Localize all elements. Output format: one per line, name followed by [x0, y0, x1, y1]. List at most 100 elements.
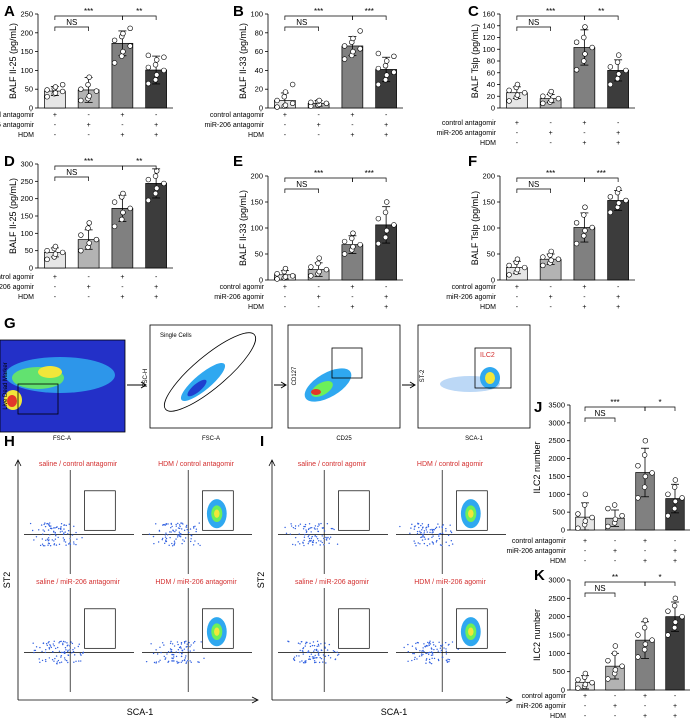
row-sign: -: [54, 294, 57, 301]
facs-event: [299, 523, 302, 525]
facs-event: [429, 640, 431, 642]
data-point: [85, 225, 91, 231]
data-point: [642, 641, 649, 647]
facs-event: [315, 661, 317, 663]
facs-event: [457, 648, 459, 650]
facs-event: [41, 650, 43, 653]
facs-event: [58, 543, 61, 546]
facs-event: [58, 642, 60, 644]
facs-event: [150, 643, 152, 645]
facs-event: [415, 642, 417, 645]
data-point: [341, 251, 348, 257]
facs-event: [416, 530, 419, 533]
facs-event: [64, 541, 67, 543]
facs-event: [69, 645, 71, 647]
facs-event: [304, 645, 306, 647]
facs-event: [427, 538, 429, 540]
facs-event: [440, 649, 443, 652]
facs-event: [173, 660, 175, 662]
facs-event: [158, 529, 161, 532]
data-point: [671, 602, 678, 609]
facs-event: [188, 641, 190, 644]
facs-event: [67, 530, 70, 532]
facs-event: [41, 659, 44, 662]
facs-event: [170, 526, 172, 529]
facs-event: [333, 528, 335, 531]
facs-event: [49, 534, 51, 536]
facs-event: [299, 649, 301, 652]
y-axis-label: BALF Il-25 (pg/mL): [8, 23, 18, 99]
facs-event: [75, 543, 77, 546]
facs-event: [183, 540, 186, 542]
data-point: [152, 77, 159, 83]
facs-event: [320, 643, 322, 645]
facs-x-label: FSC-A: [202, 436, 220, 442]
y-axis-label: ILC2 number: [532, 441, 542, 493]
facs-event: [53, 660, 55, 662]
facs-event: [178, 533, 181, 535]
facs-event: [415, 648, 418, 651]
facs-y-label: ST-2: [420, 369, 426, 382]
facs-event: [164, 658, 166, 660]
panel-label-h: H: [4, 433, 15, 450]
facs-event: [55, 544, 58, 546]
y-tick-label: 0: [561, 686, 565, 695]
data-point: [540, 100, 546, 107]
facs-event: [183, 641, 186, 643]
data-point: [641, 452, 648, 458]
facs-event: [445, 541, 447, 543]
row-sign: +: [673, 713, 677, 720]
facs-event: [306, 651, 309, 654]
row-sign: +: [317, 294, 321, 301]
data-point: [619, 513, 625, 519]
data-point: [78, 86, 84, 92]
facs-event: [447, 534, 450, 537]
data-point: [78, 97, 84, 104]
data-point: [375, 81, 382, 88]
facs-event: [157, 541, 160, 543]
data-point: [575, 677, 581, 683]
row-label: miR-206 antagomir: [0, 122, 35, 129]
data-point: [86, 240, 92, 246]
facs-event: [438, 641, 440, 643]
data-point: [145, 64, 152, 71]
facs-event: [155, 662, 157, 664]
significance-label: **: [598, 7, 604, 16]
row-sign: +: [582, 304, 586, 311]
facs-event: [67, 650, 69, 653]
row-sign: -: [516, 304, 519, 311]
facs-event: [173, 656, 175, 658]
significance-label: *: [658, 573, 661, 582]
facs-i-plots: [278, 470, 506, 692]
facs-event: [167, 660, 170, 663]
row-sign: +: [120, 274, 124, 281]
facs-event: [318, 523, 320, 525]
y-tick-label: 1000: [548, 649, 565, 658]
facs-event: [431, 528, 433, 531]
row-sign: +: [350, 132, 354, 139]
facs-event: [170, 522, 172, 525]
facs-event: [424, 538, 426, 540]
facs-event: [419, 532, 421, 534]
facs-event: [309, 658, 312, 661]
facs-event: [33, 539, 35, 541]
row-sign: +: [643, 693, 647, 700]
facs-event: [411, 645, 414, 647]
y-tick-label: 200: [20, 28, 33, 37]
data-point: [111, 60, 118, 66]
data-point: [316, 97, 322, 104]
data-point: [127, 205, 133, 212]
facs-event: [299, 543, 301, 545]
data-point: [642, 438, 649, 444]
facs-event: [412, 652, 414, 655]
y-tick-label: 200: [20, 194, 33, 203]
facs-event: [422, 653, 424, 656]
facs-event: [332, 527, 334, 530]
facs-event: [62, 642, 64, 644]
data-point: [623, 67, 629, 74]
significance-label: ***: [314, 7, 323, 16]
facs-event: [176, 660, 178, 663]
facs-event: [69, 542, 71, 544]
